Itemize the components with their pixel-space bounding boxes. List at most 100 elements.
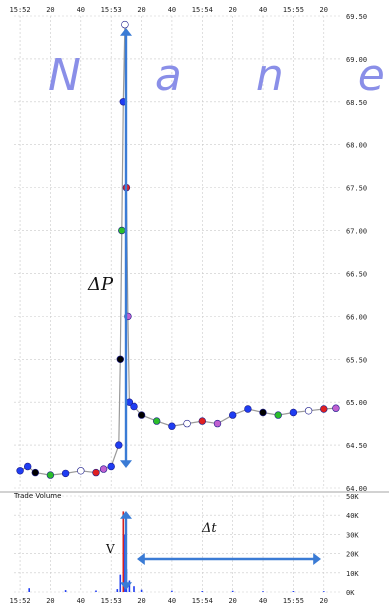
price-point <box>16 467 24 475</box>
x-tick-bottom: 40 <box>77 597 85 605</box>
x-tick-bottom: 40 <box>259 597 267 605</box>
price-point <box>183 419 191 428</box>
arrow-head <box>120 28 132 36</box>
x-tick-bottom: 15:53 <box>101 597 122 605</box>
price-point <box>213 419 222 428</box>
volume-bar <box>119 574 122 592</box>
price-point <box>130 402 138 411</box>
price-point <box>46 471 55 479</box>
x-tick-top: 15:55 <box>283 6 304 14</box>
y-tick-price: 67.50 <box>346 185 367 193</box>
volume-bar <box>116 589 119 592</box>
y-tick-price: 64.00 <box>346 485 367 493</box>
price-point <box>304 407 313 415</box>
v-label: V <box>105 542 115 556</box>
volume-bar <box>171 590 173 592</box>
price-point <box>31 468 39 477</box>
ticks-layer: 15:52 15:52 20 20 40 40 15:53 15:53 20 20 40 40 15:5… <box>10 6 368 605</box>
price-point <box>116 355 125 363</box>
y-tick-price: 65.50 <box>346 356 367 364</box>
price-point <box>320 405 328 413</box>
volume-bar <box>133 586 135 592</box>
y-tick-volume: 20K <box>346 551 359 559</box>
y-tick-volume: 40K <box>346 512 359 520</box>
volume-bar <box>201 591 204 592</box>
price-point <box>229 411 237 419</box>
y-tick-price: 69.50 <box>346 13 367 21</box>
price-point <box>107 462 115 471</box>
price-point <box>244 405 252 413</box>
arrow-head <box>120 511 132 519</box>
x-tick-bottom: 20 <box>137 597 145 605</box>
y-tick-price: 68.00 <box>346 142 367 150</box>
watermark: N a n e x <box>48 50 389 101</box>
volume-bar <box>122 511 125 592</box>
volume-bar <box>140 589 143 592</box>
price-point <box>274 411 282 419</box>
volume-bar <box>262 591 264 592</box>
volume-bar <box>64 590 67 592</box>
x-tick-top: 15:52 <box>10 6 31 14</box>
y-tick-price: 67.00 <box>346 228 367 236</box>
x-tick-bottom: 40 <box>168 597 176 605</box>
volume-bar <box>231 590 234 592</box>
x-tick-top: 40 <box>77 6 85 14</box>
volume-bars <box>28 511 325 592</box>
y-tick-volume: 10K <box>346 570 359 578</box>
price-point <box>77 467 85 475</box>
y-tick-price: 68.50 <box>346 99 367 107</box>
volume-bar <box>95 590 97 592</box>
price-point <box>259 408 267 417</box>
price-point <box>137 411 146 419</box>
x-tick-top: 20 <box>228 6 236 14</box>
volume-bar <box>292 591 295 592</box>
y-tick-price: 64.50 <box>346 442 367 450</box>
x-tick-top: 15:54 <box>192 6 213 14</box>
grid-layer <box>0 15 389 593</box>
price-point <box>121 20 129 29</box>
volume-bar <box>28 588 30 592</box>
y-tick-volume: 30K <box>346 531 359 539</box>
y-tick-volume: 0K <box>346 589 355 597</box>
x-tick-bottom: 20 <box>46 597 54 605</box>
price-point <box>115 441 123 449</box>
volume-bar <box>323 591 325 592</box>
volume-panel-title: Trade Volume <box>13 492 61 500</box>
annotation-layer <box>120 28 321 590</box>
x-tick-top: 20 <box>46 6 54 14</box>
x-tick-top: 20 <box>137 6 145 14</box>
y-tick-price: 66.50 <box>346 270 367 278</box>
y-tick-price: 69.00 <box>346 56 367 64</box>
x-tick-bottom: 15:55 <box>283 597 304 605</box>
price-point <box>198 417 207 425</box>
x-tick-top: 15:53 <box>101 6 122 14</box>
price-point <box>24 462 32 471</box>
arrow-head <box>120 582 132 590</box>
price-point <box>92 468 100 477</box>
volume-bar <box>128 580 131 592</box>
x-tick-bottom: 15:54 <box>192 597 213 605</box>
x-tick-bottom: 20 <box>228 597 236 605</box>
y-tick-price: 65.00 <box>346 399 367 407</box>
arrow-head <box>313 553 321 565</box>
price-point <box>168 422 176 430</box>
arrow-head <box>120 460 132 468</box>
x-tick-top: 20 <box>320 6 328 14</box>
price-markers <box>16 20 340 479</box>
price-point <box>61 469 70 478</box>
arrow-head <box>137 553 145 565</box>
x-tick-bottom: 15:52 <box>10 597 31 605</box>
price-point <box>153 417 161 425</box>
price-point <box>99 465 108 473</box>
price-point <box>118 226 126 235</box>
delta-p-label: ΔP <box>87 274 114 295</box>
delta-t-label: Δt <box>201 521 217 536</box>
y-tick-volume: 50K <box>346 493 359 501</box>
price-point <box>289 408 298 417</box>
y-tick-price: 66.00 <box>346 313 367 321</box>
price-point <box>332 404 340 412</box>
x-tick-top: 40 <box>259 6 267 14</box>
x-tick-top: 40 <box>168 6 176 14</box>
